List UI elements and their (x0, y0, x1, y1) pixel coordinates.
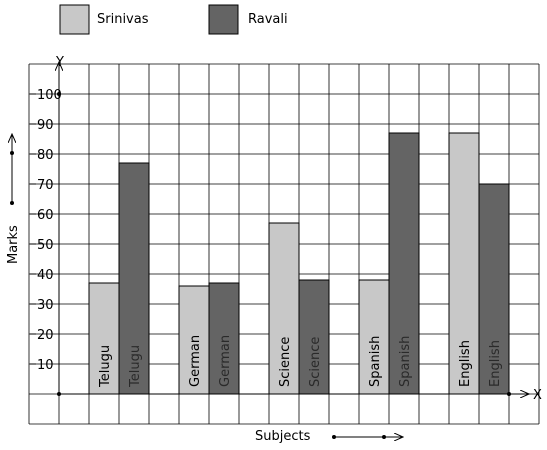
legend-swatch-ravali (208, 4, 239, 35)
x-axis-title-group: Subjects (255, 429, 403, 444)
axes: Y X (55, 55, 542, 403)
category-label-science: Science (278, 337, 293, 387)
y-axis-end-dot (57, 92, 61, 96)
category-label-science: Science (308, 337, 323, 387)
y-tick-label: 100 (37, 88, 62, 103)
legend: Srinivas Ravali (59, 4, 288, 35)
bar-ravali-spanish (388, 132, 420, 395)
y-axis-letter: Y (55, 55, 64, 70)
category-label-german: German (188, 335, 203, 387)
category-label-german: German (218, 335, 233, 387)
y-title-arrow-dot-2 (10, 151, 14, 155)
legend-swatch-srinivas (59, 4, 90, 35)
y-tick-label: 90 (37, 118, 54, 133)
category-labels: Telugu Telugu German German Science Science Sp… (98, 335, 503, 388)
category-label-english: English (458, 340, 473, 387)
bar-srinivas-english (448, 132, 480, 395)
legend-label-srinivas: Srinivas (97, 12, 149, 27)
y-tick-label: 50 (37, 238, 54, 253)
bars (88, 132, 510, 395)
y-tick-label: 70 (37, 178, 54, 193)
legend-label-ravali: Ravali (248, 12, 288, 27)
x-axis-letter: X (533, 388, 542, 403)
category-label-telugu: Telugu (128, 345, 143, 388)
bar-srinivas-science (268, 222, 300, 395)
bar-srinivas-german (178, 285, 210, 395)
bar-ravali-english (478, 183, 510, 395)
category-label-telugu: Telugu (98, 345, 113, 388)
origin-dot (57, 392, 61, 396)
y-tick-label: 30 (37, 298, 54, 313)
bar-ravali-telugu (118, 162, 150, 395)
x-title-arrow-dot-2 (382, 435, 386, 439)
category-label-spanish: Spanish (398, 336, 413, 387)
x-axis-end-dot (507, 392, 511, 396)
x-axis-title: Subjects (255, 429, 311, 444)
y-tick-label: 60 (37, 208, 54, 223)
y-tick-label: 20 (37, 328, 54, 343)
bar-ravali-science (298, 279, 330, 395)
bar-ravali-german (208, 282, 240, 395)
bar-srinivas-spanish (358, 279, 390, 395)
y-tick-labels: 10 20 30 40 50 60 70 80 90 100 (30, 88, 62, 373)
y-axis-title: Marks (6, 225, 21, 264)
y-tick-label: 40 (37, 268, 54, 283)
y-axis-title-group: Marks (6, 134, 21, 264)
y-title-arrow-dot-1 (10, 201, 14, 205)
y-tick-label: 80 (37, 148, 54, 163)
x-title-arrow-dot-1 (332, 435, 336, 439)
y-tick-label: 10 (37, 358, 54, 373)
category-label-english: English (488, 340, 503, 387)
category-label-spanish: Spanish (368, 336, 383, 387)
bar-srinivas-telugu (88, 282, 120, 395)
